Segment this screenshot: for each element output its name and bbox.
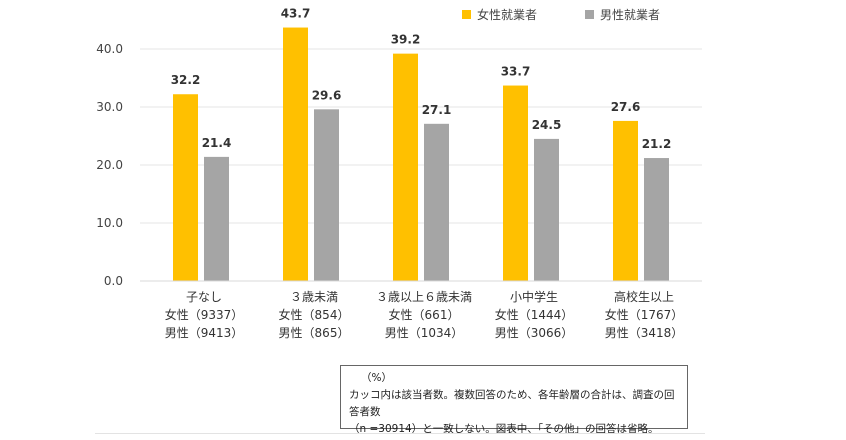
female-value-label: 43.7 [281, 7, 311, 21]
female-bar [393, 53, 418, 281]
category-male-count: 男性（865） [278, 326, 350, 340]
female-bar [283, 27, 308, 282]
male-bar [204, 156, 229, 281]
category-name: 子なし [185, 290, 222, 304]
male-bar [534, 138, 559, 281]
male-bar [424, 123, 449, 281]
male-bar [644, 158, 669, 281]
category-male-count: 男性（9413） [164, 326, 244, 340]
female-bar [503, 85, 528, 281]
category-label-1: ３歳未満 女性（854） 男性（865） [264, 288, 364, 342]
male-value-label: 21.2 [642, 137, 672, 151]
y-tick-label: 10.0 [96, 216, 123, 230]
category-label-4: 高校生以上 女性（1767） 男性（3418） [584, 288, 704, 342]
category-female-count: 女性（854） [278, 308, 350, 322]
category-male-count: 男性（3418） [604, 326, 684, 340]
category-male-count: 男性（3066） [494, 326, 574, 340]
male-value-label: 24.5 [532, 118, 562, 132]
female-value-label: 33.7 [501, 65, 531, 79]
category-male-count: 男性（1034） [384, 326, 464, 340]
category-label-0: 子なし 女性（9337） 男性（9413） [154, 288, 254, 342]
male-value-label: 21.4 [202, 136, 232, 150]
data-labels: 32.2 43.7 39.2 33.7 27.6 21.4 29.6 27.1 24.5 21.2 [171, 7, 672, 151]
y-axis-tick-labels: 0.0 10.0 20.0 30.0 40.0 [96, 42, 123, 288]
female-value-label: 32.2 [171, 73, 201, 87]
chart-note-box: （%） カッコ内は該当者数。複数回答のため、各年齢層の合計は、調査の回答者数 （… [340, 365, 688, 435]
female-value-label: 39.2 [391, 33, 421, 47]
legend-male: 男性就業者 [585, 6, 660, 23]
legend-female: 女性就業者 [462, 6, 537, 23]
category-label-2: ３歳以上６歳未満 女性（661） 男性（1034） [364, 288, 484, 342]
legend-male-label: 男性就業者 [600, 8, 661, 22]
female-bar [173, 94, 198, 282]
category-name: ３歳未満 [289, 290, 338, 304]
male-bar [314, 109, 339, 281]
bars [173, 27, 669, 282]
y-tick-label: 0.0 [104, 274, 123, 288]
legend-male-swatch [585, 10, 594, 19]
male-value-label: 29.6 [312, 88, 342, 102]
category-female-count: 女性（9337） [164, 308, 244, 322]
category-female-count: 女性（1767） [604, 308, 684, 322]
note-line-1: カッコ内は該当者数。複数回答のため、各年齢層の合計は、調査の回答者数 [349, 389, 675, 418]
category-female-count: 女性（661） [388, 308, 460, 322]
note-line-2: （n =30914）と一致しない。図表中、「その他」の回答は省略。 [349, 423, 659, 435]
gridlines [140, 48, 702, 224]
category-label-3: 小中学生 女性（1444） 男性（3066） [474, 288, 594, 342]
category-name: 小中学生 [509, 290, 558, 304]
unit-label: （%） [361, 372, 392, 384]
male-value-label: 27.1 [422, 103, 452, 117]
y-tick-label: 20.0 [96, 158, 123, 172]
female-value-label: 27.6 [611, 100, 641, 114]
category-female-count: 女性（1444） [494, 308, 574, 322]
bottom-divider [95, 433, 705, 434]
legend-female-swatch [462, 10, 471, 19]
y-tick-label: 30.0 [96, 100, 123, 114]
y-tick-label: 40.0 [96, 42, 123, 56]
female-bar [613, 120, 638, 281]
category-name: 高校生以上 [613, 290, 674, 304]
category-name: ３歳以上６歳未満 [375, 290, 472, 304]
legend-female-label: 女性就業者 [477, 8, 538, 22]
